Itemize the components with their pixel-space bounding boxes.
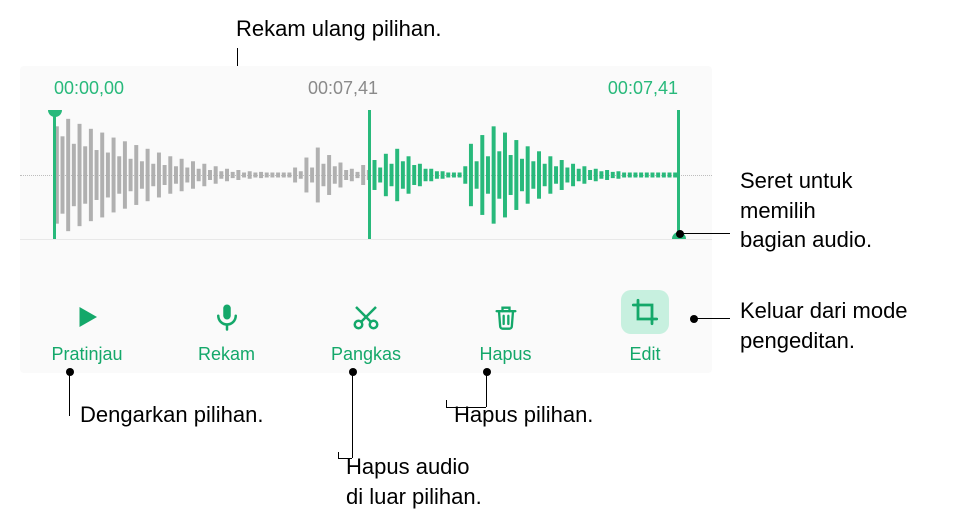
annotation-exit-edit: Keluar dari mode pengeditan. [740, 296, 908, 355]
callout-dot-listen [66, 368, 74, 376]
delete-button[interactable]: Hapus [461, 300, 551, 365]
record-label: Rekam [198, 344, 255, 365]
annotation-exit-edit-l1: Keluar dari mode [740, 298, 908, 323]
mic-icon [210, 300, 244, 334]
trim-label: Pangkas [331, 344, 401, 365]
callout-line-delete-v2 [446, 400, 447, 408]
time-playhead-label: 00:07,41 [308, 78, 378, 99]
annotation-rerecord: Rekam ulang pilihan. [236, 14, 441, 44]
preview-button[interactable]: Pratinjau [42, 300, 132, 365]
edit-button[interactable]: Edit [600, 290, 690, 365]
audio-editor-panel: 00:00,00 00:07,41 00:07,41 Pratinjau [20, 66, 712, 373]
callout-line-drag [682, 233, 730, 234]
annotation-drag-select: Seret untuk memilih bagian audio. [740, 166, 872, 255]
callout-line-exit [696, 318, 730, 319]
waveform [54, 110, 678, 240]
callout-line-listen [69, 372, 70, 416]
timeline: 00:00,00 00:07,41 00:07,41 [20, 66, 712, 110]
annotation-trim-outside: Hapus audio di luar pilihan. [346, 452, 482, 511]
annotation-listen: Dengarkan pilihan. [80, 400, 263, 430]
time-end-label: 00:07,41 [608, 78, 678, 99]
callout-line-delete [486, 372, 487, 407]
callout-dot-drag [676, 230, 684, 238]
annotation-trim-l2: di luar pilihan. [346, 484, 482, 509]
callout-line-delete-h [446, 407, 486, 408]
record-button[interactable]: Rekam [182, 300, 272, 365]
callout-dot-exit [690, 315, 698, 323]
edit-label: Edit [629, 344, 660, 365]
annotation-drag-select-l1: Seret untuk [740, 168, 853, 193]
annotation-drag-select-l2: memilih [740, 198, 816, 223]
annotation-delete-sel: Hapus pilihan. [454, 400, 593, 430]
play-icon [70, 300, 104, 334]
editor-toolbar: Pratinjau Rekam Pangkas [20, 275, 712, 365]
time-start-label: 00:00,00 [54, 78, 124, 99]
selection-handle-left[interactable] [53, 110, 56, 239]
scissors-icon [349, 300, 383, 334]
callout-line-trim-v2 [338, 452, 339, 459]
callout-line-trim [352, 372, 353, 458]
selection-handle-right[interactable] [677, 110, 680, 239]
callout-dot-trim [349, 368, 357, 376]
delete-label: Hapus [479, 344, 531, 365]
crop-icon [621, 290, 669, 334]
annotation-drag-select-l3: bagian audio. [740, 227, 872, 252]
trash-icon [489, 300, 523, 334]
callout-dot-delete [483, 368, 491, 376]
annotation-trim-l1: Hapus audio [346, 454, 470, 479]
playhead[interactable] [368, 110, 371, 239]
callout-line-trim-h [338, 458, 352, 459]
preview-label: Pratinjau [51, 344, 122, 365]
waveform-area[interactable] [20, 110, 712, 240]
trim-button[interactable]: Pangkas [321, 300, 411, 365]
annotation-exit-edit-l2: pengeditan. [740, 328, 855, 353]
